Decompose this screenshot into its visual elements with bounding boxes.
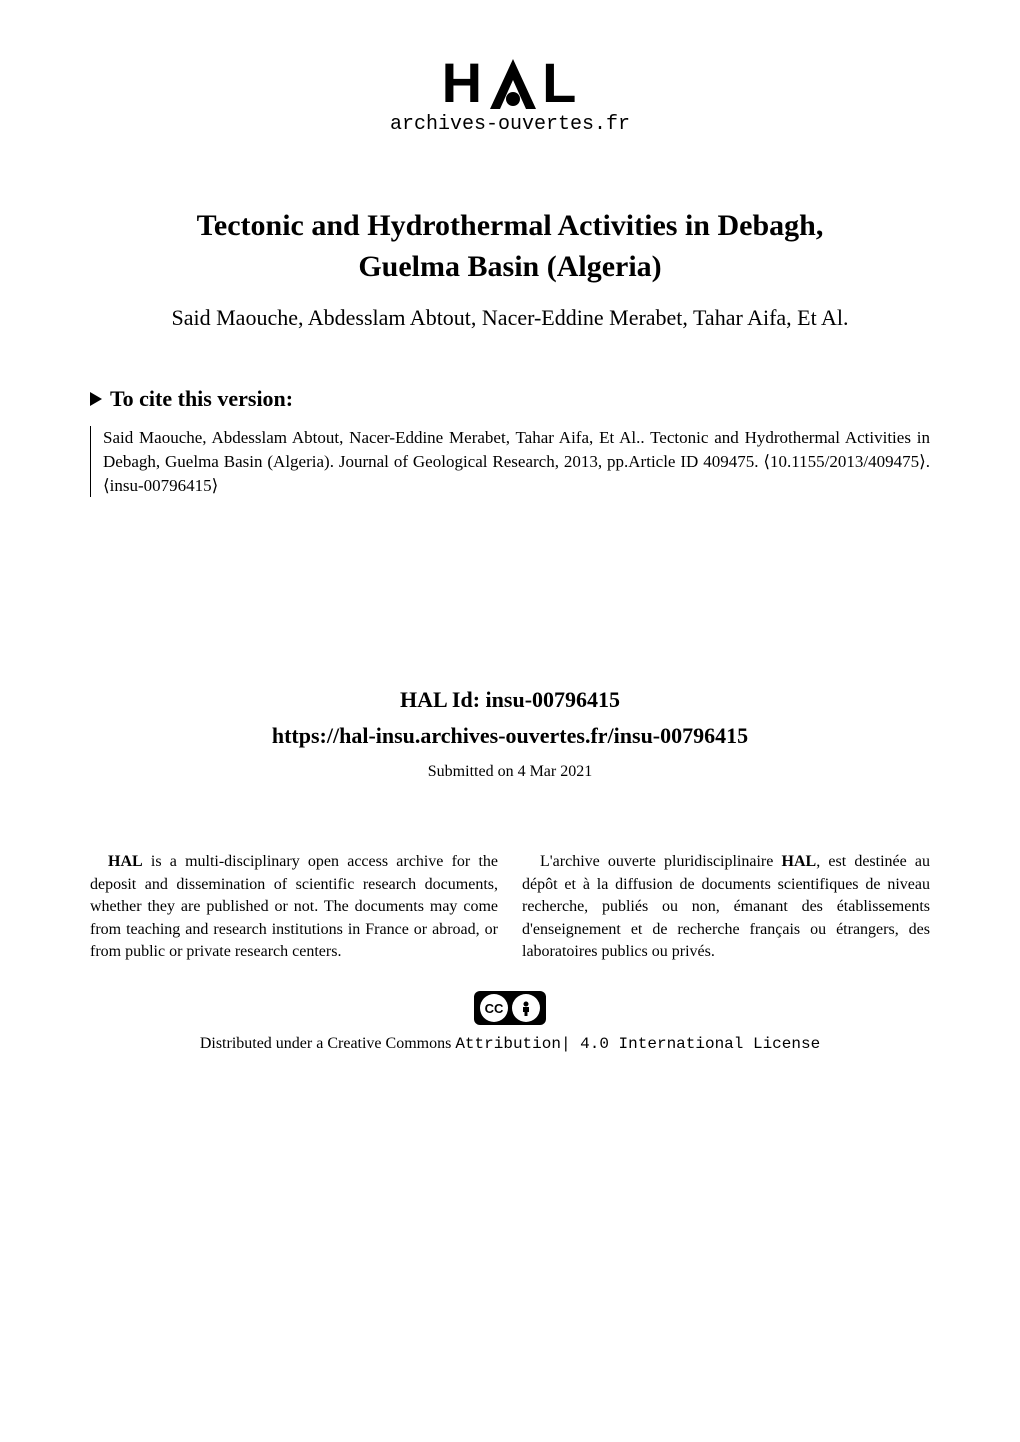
cite-section: To cite this version: Said Maouche, Abde… xyxy=(90,386,930,497)
paper-title: Tectonic and Hydrothermal Activities in … xyxy=(90,206,930,287)
description-fr-pre: L'archive ouverte pluridisciplinaire xyxy=(540,853,782,870)
logo-letter-a-icon xyxy=(488,55,538,111)
hal-bold-fr: HAL xyxy=(782,853,817,870)
page-root: H L archives-ouvertes.fr Tectonic and Hy… xyxy=(0,0,1020,1442)
hal-logo-block: H L archives-ouvertes.fr xyxy=(90,50,930,136)
triangle-icon xyxy=(90,392,102,406)
hal-id-section: HAL Id: insu-00796415 https://hal-insu.a… xyxy=(90,687,930,749)
cc-icon: CC xyxy=(480,994,508,1022)
description-en-text: is a multi-disciplinary open access arch… xyxy=(90,853,498,960)
title-line-2: Guelma Basin (Algeria) xyxy=(358,250,661,283)
hal-logo: H L xyxy=(442,50,579,115)
hal-bold-en: HAL xyxy=(108,853,143,870)
logo-letter-l: L xyxy=(542,50,578,115)
cc-badge-icon: CC xyxy=(474,991,546,1025)
logo-subtitle: archives-ouvertes.fr xyxy=(390,113,630,136)
license-text: Distributed under a Creative Commons Att… xyxy=(200,1035,820,1053)
hal-id-label: HAL Id: insu-00796415 xyxy=(90,687,930,713)
logo-letter-h: H xyxy=(442,50,484,115)
license-section: CC Distributed under a Creative Commons … xyxy=(90,991,930,1053)
license-link[interactable]: Attribution| 4.0 International License xyxy=(455,1035,820,1053)
citation-text: Said Maouche, Abdesslam Abtout, Nacer-Ed… xyxy=(90,426,930,497)
title-line-1: Tectonic and Hydrothermal Activities in … xyxy=(197,209,824,242)
title-section: Tectonic and Hydrothermal Activities in … xyxy=(90,206,930,287)
hal-url[interactable]: https://hal-insu.archives-ouvertes.fr/in… xyxy=(90,723,930,749)
license-prefix: Distributed under a Creative Commons xyxy=(200,1035,456,1052)
description-en: HAL is a multi-disciplinary open access … xyxy=(90,851,498,963)
cite-header: To cite this version: xyxy=(90,386,930,412)
author-list: Said Maouche, Abdesslam Abtout, Nacer-Ed… xyxy=(90,305,930,331)
submitted-date: Submitted on 4 Mar 2021 xyxy=(90,763,930,781)
description-fr: L'archive ouverte pluridisciplinaire HAL… xyxy=(522,851,930,963)
cite-title: To cite this version: xyxy=(110,386,293,412)
by-icon xyxy=(512,994,540,1022)
description-columns: HAL is a multi-disciplinary open access … xyxy=(90,851,930,963)
